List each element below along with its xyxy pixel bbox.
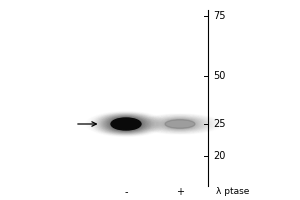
Ellipse shape — [111, 118, 141, 130]
Ellipse shape — [107, 117, 145, 131]
Text: 75: 75 — [213, 11, 226, 21]
Ellipse shape — [106, 117, 146, 131]
Text: +: + — [176, 187, 184, 197]
Text: 25: 25 — [213, 119, 226, 129]
Text: 50: 50 — [213, 71, 225, 81]
Ellipse shape — [104, 116, 148, 132]
Text: -: - — [124, 187, 128, 197]
Ellipse shape — [108, 117, 144, 131]
Text: 20: 20 — [213, 151, 225, 161]
Ellipse shape — [110, 118, 142, 130]
Ellipse shape — [165, 120, 195, 128]
Text: λ ptase: λ ptase — [216, 188, 249, 196]
